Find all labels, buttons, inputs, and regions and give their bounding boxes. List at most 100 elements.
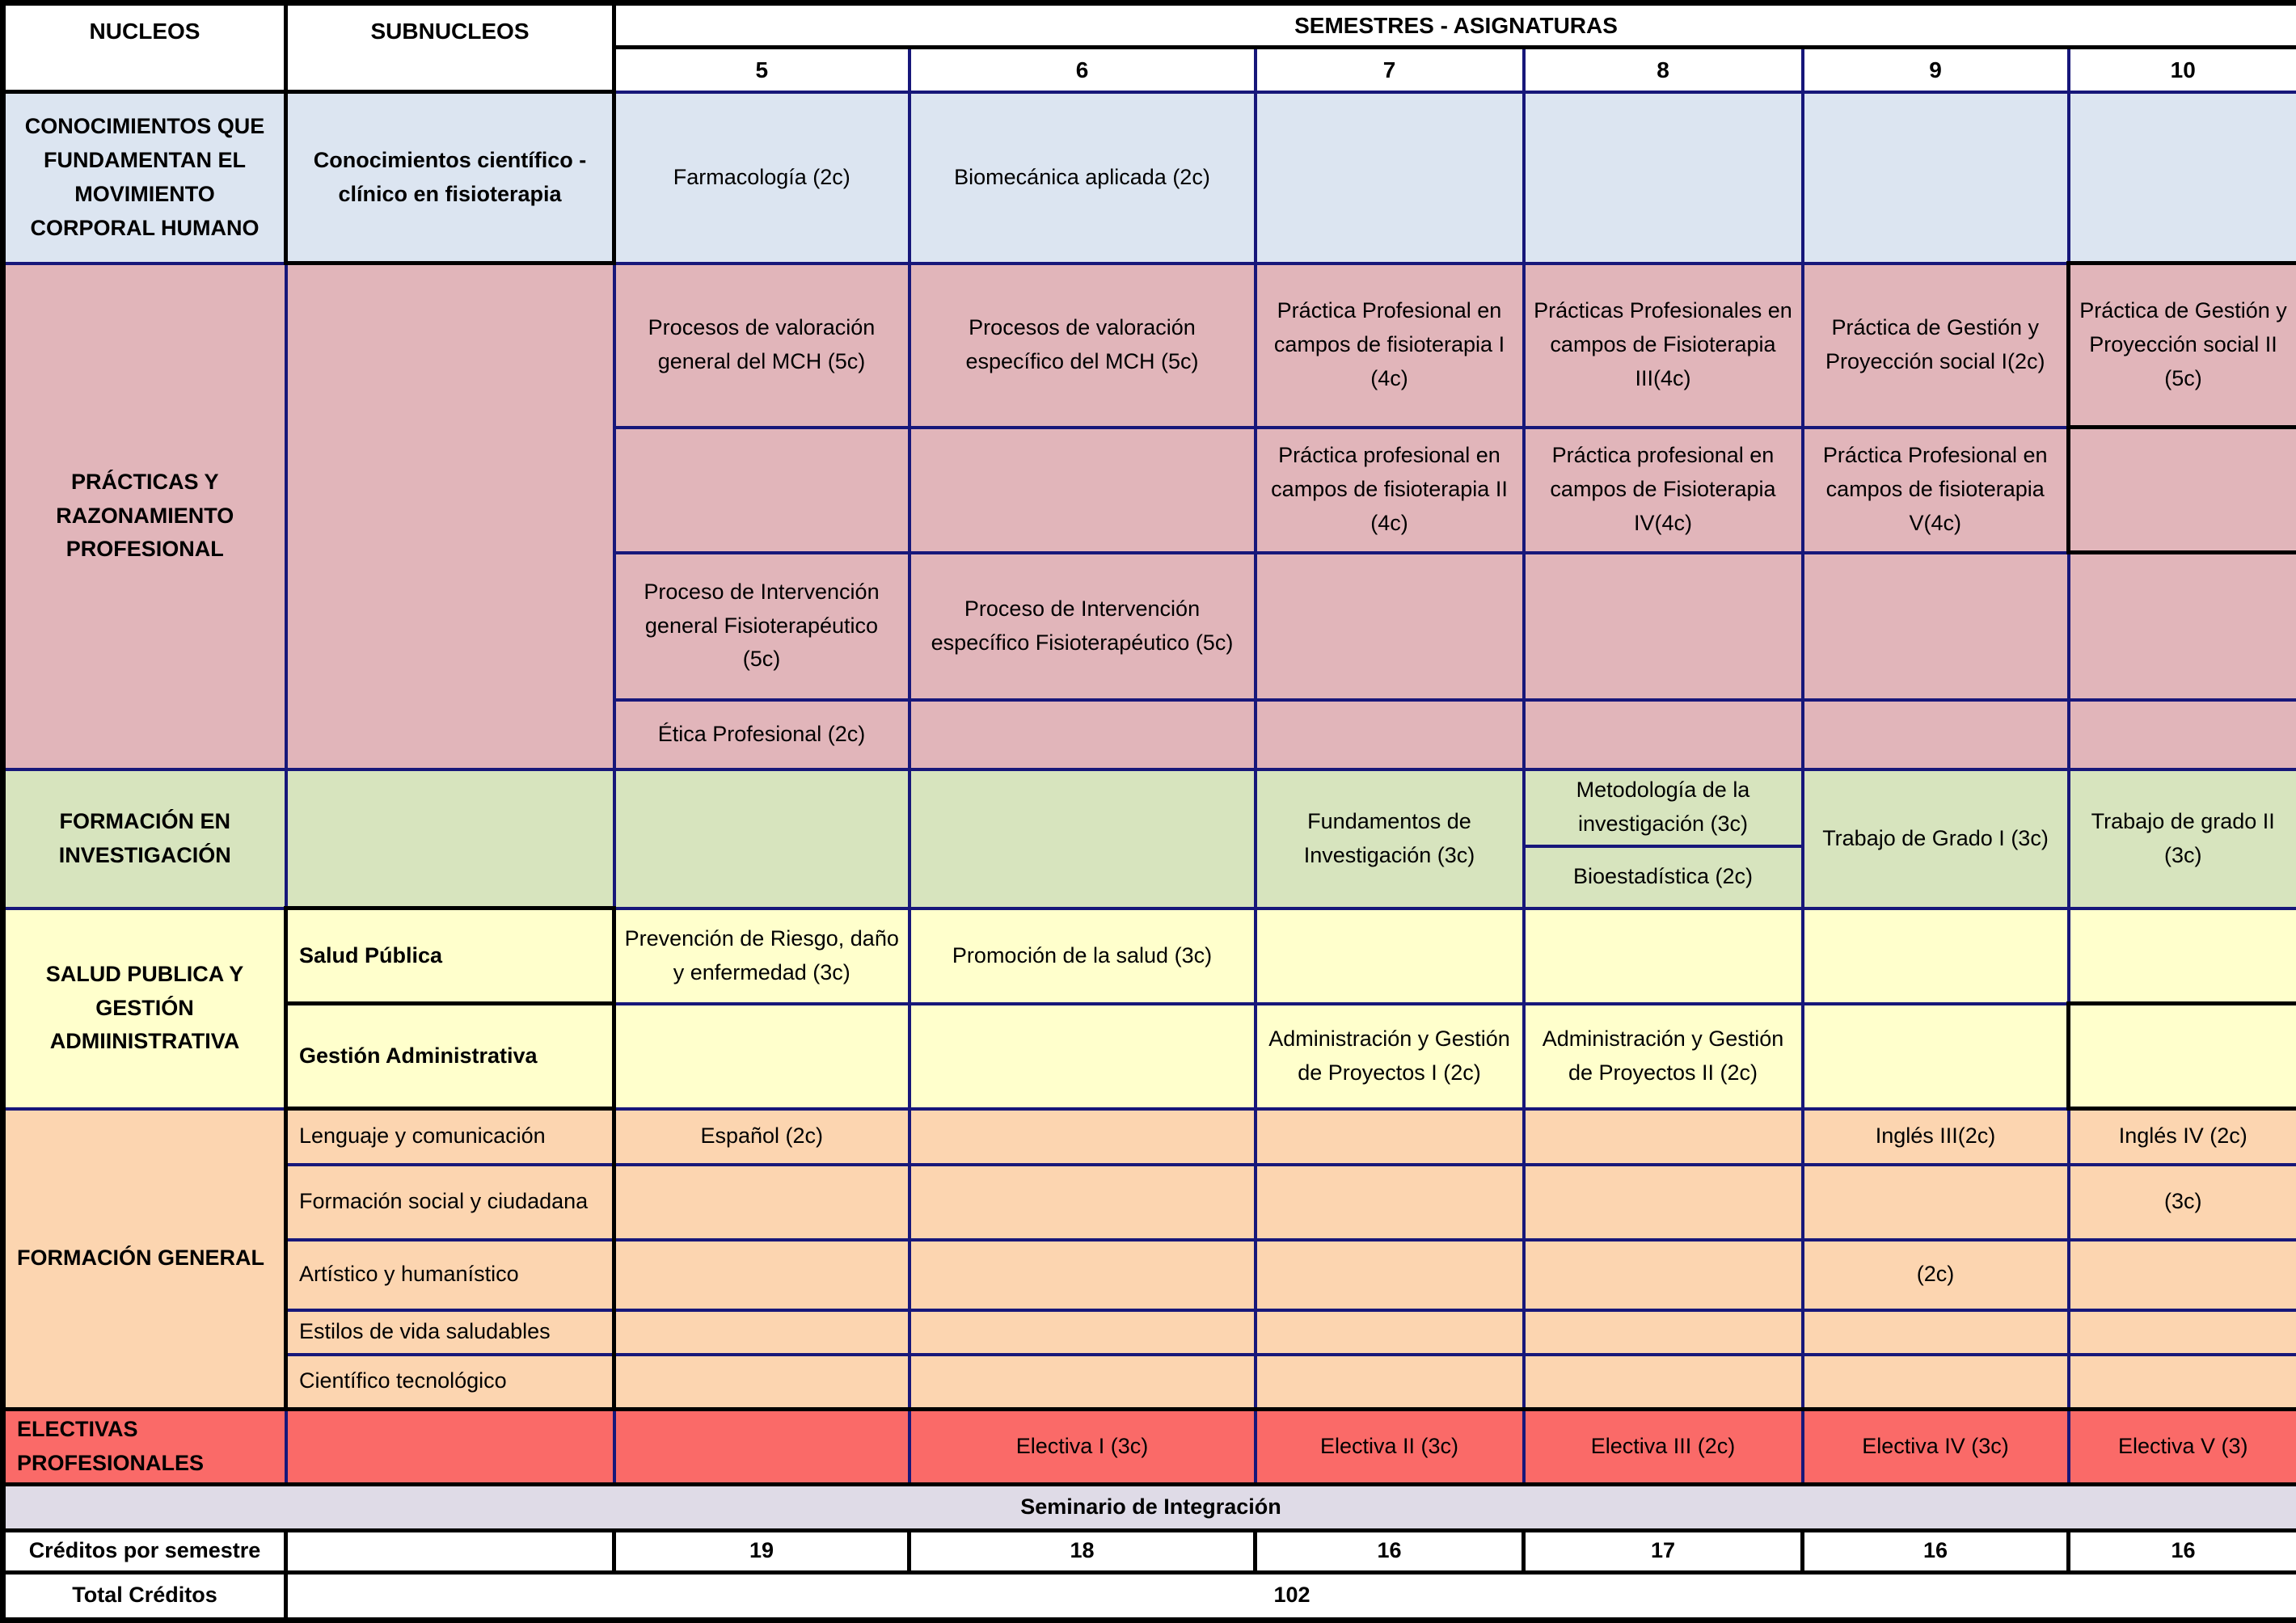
course-practica-4: Práctica profesional en campos de Fisiot…	[1524, 428, 1803, 553]
course-electiva-2: Electiva II (3c)	[1256, 1410, 1524, 1485]
empty-cell	[2069, 428, 2296, 553]
course-trabajo-grado-2: Trabajo de grado II (3c)	[2069, 769, 2296, 908]
header-sem-6: 6	[910, 48, 1256, 92]
empty-cell	[286, 1410, 614, 1485]
empty-cell	[910, 1355, 1256, 1410]
empty-cell	[1803, 1165, 2069, 1240]
course-electiva-1: Electiva I (3c)	[910, 1410, 1256, 1485]
course-electiva-4: Electiva IV (3c)	[1803, 1410, 2069, 1485]
empty-cell	[614, 428, 910, 553]
header-sem-10: 10	[2069, 48, 2296, 92]
course-electiva-3: Electiva III (2c)	[1524, 1410, 1803, 1485]
empty-cell	[910, 1165, 1256, 1240]
empty-cell	[286, 1530, 614, 1572]
empty-cell	[1256, 553, 1524, 700]
subnucleo-estilos-vida: Estilos de vida saludables	[286, 1310, 614, 1355]
creditos-sem-7: 16	[1256, 1530, 1524, 1572]
course-intervencion-general: Proceso de Intervención general Fisioter…	[614, 553, 910, 700]
empty-cell	[614, 1165, 910, 1240]
course-biomecanica: Biomecánica aplicada (2c)	[910, 92, 1256, 263]
subnucleo-lenguaje: Lenguaje y comunicación	[286, 1109, 614, 1165]
course-metodologia: Metodología de la investigación (3c)	[1524, 769, 1803, 846]
empty-cell	[1524, 92, 1803, 263]
course-intervencion-especifico: Proceso de Intervención específico Fisio…	[910, 553, 1256, 700]
empty-cell	[1256, 1165, 1524, 1240]
empty-cell	[614, 1310, 910, 1355]
empty-cell	[910, 1310, 1256, 1355]
course-farmacologia: Farmacología (2c)	[614, 92, 910, 263]
course-admin-proyectos-2: Administración y Gestión de Proyectos II…	[1524, 1004, 1803, 1109]
creditos-sem-6: 18	[910, 1530, 1256, 1572]
empty-cell	[1524, 1109, 1803, 1165]
empty-cell	[614, 1355, 910, 1410]
subnucleo-cientifico-clinico: Conocimientos científico - clínico en fi…	[286, 92, 614, 263]
course-electiva-5: Electiva V (3)	[2069, 1410, 2296, 1485]
empty-cell	[910, 1004, 1256, 1109]
empty-cell	[1524, 908, 1803, 1004]
nucleo-practicas: PRÁCTICAS Y RAZONAMIENTO PROFESIONAL	[3, 263, 286, 769]
empty-cell	[2069, 700, 2296, 769]
empty-cell	[614, 1240, 910, 1310]
subnucleo-formacion-social: Formación social y ciudadana	[286, 1165, 614, 1240]
course-ingles-3: Inglés III(2c)	[1803, 1109, 2069, 1165]
empty-cell	[1256, 1240, 1524, 1310]
empty-cell	[1803, 1355, 2069, 1410]
empty-cell	[1524, 1240, 1803, 1310]
course-social-creditos: (3c)	[2069, 1165, 2296, 1240]
course-admin-proyectos-1: Administración y Gestión de Proyectos I …	[1256, 1004, 1524, 1109]
empty-cell	[1256, 1310, 1524, 1355]
empty-cell	[1803, 553, 2069, 700]
empty-cell	[2069, 553, 2296, 700]
creditos-label: Créditos por semestre	[3, 1530, 286, 1572]
empty-cell	[1524, 700, 1803, 769]
empty-cell	[1803, 700, 2069, 769]
seminario-integracion-row: Seminario de Integración	[3, 1484, 2296, 1530]
creditos-sem-8: 17	[1524, 1530, 1803, 1572]
empty-cell	[1524, 1310, 1803, 1355]
course-practica-3: Prácticas Profesionales en campos de Fis…	[1524, 263, 1803, 428]
total-creditos-label: Total Créditos	[3, 1572, 286, 1620]
subnucleo-artistico: Artístico y humanístico	[286, 1240, 614, 1310]
empty-cell	[2069, 908, 2296, 1004]
course-practica-2: Práctica profesional en campos de fisiot…	[1256, 428, 1524, 553]
empty-cell	[1256, 908, 1524, 1004]
empty-cell	[614, 1004, 910, 1109]
empty-cell	[1803, 908, 2069, 1004]
course-valoracion-especifico: Procesos de valoración específico del MC…	[910, 263, 1256, 428]
subnucleo-cientifico-tecnologico: Científico tecnológico	[286, 1355, 614, 1410]
nucleo-salud-publica: SALUD PUBLICA Y GESTIÓN ADMIINISTRATIVA	[3, 908, 286, 1109]
empty-cell	[1256, 700, 1524, 769]
header-sem-7: 7	[1256, 48, 1524, 92]
empty-cell	[1803, 1310, 2069, 1355]
empty-cell	[614, 1410, 910, 1485]
subnucleo-gestion-administrativa: Gestión Administrativa	[286, 1004, 614, 1109]
empty-cell	[910, 428, 1256, 553]
nucleo-conocimientos: CONOCIMIENTOS QUE FUNDAMENTAN EL MOVIMIE…	[3, 92, 286, 263]
empty-cell	[614, 769, 910, 908]
empty-cell	[910, 769, 1256, 908]
course-practica-1: Práctica Profesional en campos de fisiot…	[1256, 263, 1524, 428]
creditos-sem-10: 16	[2069, 1530, 2296, 1572]
course-prevencion-riesgo: Prevención de Riesgo, daño y enfermedad …	[614, 908, 910, 1004]
empty-cell	[1524, 1165, 1803, 1240]
empty-cell	[2069, 1355, 2296, 1410]
course-ingles-4: Inglés IV (2c)	[2069, 1109, 2296, 1165]
course-artistico-creditos: (2c)	[1803, 1240, 2069, 1310]
empty-cell	[1256, 92, 1524, 263]
empty-cell	[1256, 1355, 1524, 1410]
empty-cell	[1524, 553, 1803, 700]
nucleo-investigacion: FORMACIÓN EN INVESTIGACIÓN	[3, 769, 286, 908]
header-subnucleos: SUBNUCLEOS	[286, 3, 614, 92]
creditos-sem-9: 16	[1803, 1530, 2069, 1572]
empty-cell	[1256, 1109, 1524, 1165]
nucleo-formacion-general: FORMACIÓN GENERAL	[3, 1109, 286, 1410]
header-sem-9: 9	[1803, 48, 2069, 92]
empty-subnucleo-practicas	[286, 263, 614, 769]
empty-cell	[910, 700, 1256, 769]
empty-subnucleo-investigacion	[286, 769, 614, 908]
course-gestion-social-2: Práctica de Gestión y Proyección social …	[2069, 263, 2296, 428]
empty-cell	[1524, 1355, 1803, 1410]
empty-cell	[2069, 92, 2296, 263]
empty-cell	[2069, 1004, 2296, 1109]
